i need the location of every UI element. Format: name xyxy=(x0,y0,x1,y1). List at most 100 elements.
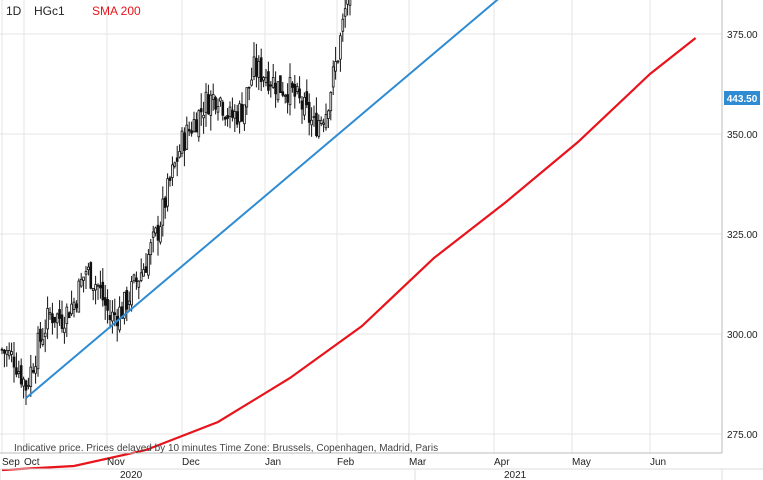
candle-body xyxy=(334,61,337,72)
candle xyxy=(312,105,316,127)
candle-body xyxy=(163,197,167,208)
candle-body xyxy=(147,254,150,276)
x-tick-label: Apr xyxy=(494,457,510,468)
candle xyxy=(247,86,251,101)
candle xyxy=(127,291,131,311)
candle xyxy=(235,104,239,128)
candle-body xyxy=(283,94,287,97)
candle-body xyxy=(185,124,189,150)
x-tick-label: Dec xyxy=(182,457,200,468)
x-tick-label: Feb xyxy=(337,457,355,468)
candle xyxy=(226,108,229,127)
indicator-label[interactable]: SMA 200 xyxy=(92,4,141,18)
candle-body xyxy=(72,301,76,310)
candle-body xyxy=(171,164,174,178)
candle-body xyxy=(67,312,71,319)
candle-body xyxy=(255,57,258,77)
candle-body xyxy=(291,82,294,88)
candle-body xyxy=(288,77,292,106)
candle-body xyxy=(96,284,100,287)
candle xyxy=(262,76,265,88)
candle-body xyxy=(159,226,162,243)
candle xyxy=(99,270,102,299)
support-trendline xyxy=(25,0,499,399)
candle-body xyxy=(173,162,177,167)
candle xyxy=(144,253,148,273)
candle xyxy=(67,311,71,319)
candle-body xyxy=(3,349,6,354)
candle xyxy=(175,145,179,177)
candle xyxy=(0,347,4,355)
candle-body xyxy=(286,94,289,103)
candle-body xyxy=(298,88,301,99)
candle-body xyxy=(235,111,239,125)
candle xyxy=(24,379,28,405)
candle-body xyxy=(343,8,347,17)
candle xyxy=(211,83,215,111)
candle-body xyxy=(319,119,323,124)
candle-body xyxy=(151,231,155,238)
candle xyxy=(27,377,30,390)
candle-body xyxy=(31,370,35,373)
candle-body xyxy=(245,87,249,108)
price-badge: 443.50 xyxy=(727,94,758,105)
candle xyxy=(132,273,136,284)
candle xyxy=(322,118,325,133)
candle xyxy=(339,32,342,72)
candle-body xyxy=(310,119,313,126)
candle-body xyxy=(293,83,297,97)
year-label: 2021 xyxy=(504,470,527,480)
candle xyxy=(72,297,76,318)
candle xyxy=(223,115,227,126)
candle xyxy=(70,290,73,317)
candle xyxy=(319,116,323,127)
y-tick-label: 300.00 xyxy=(727,330,758,341)
candle xyxy=(77,278,81,313)
candle xyxy=(303,92,306,121)
candle-body xyxy=(269,84,273,87)
candle xyxy=(317,114,321,139)
symbol-label[interactable]: HGc1 xyxy=(34,4,65,18)
candle xyxy=(195,112,198,133)
candle xyxy=(288,63,292,116)
x-tick-label: Nov xyxy=(107,457,125,468)
candle xyxy=(125,286,129,322)
candle xyxy=(214,95,217,115)
candle-body xyxy=(51,313,54,324)
interval-label[interactable]: 1D xyxy=(6,4,22,18)
candle xyxy=(307,93,311,136)
candle-body xyxy=(315,112,318,136)
candle-body xyxy=(279,75,282,93)
candle xyxy=(10,342,13,363)
candle xyxy=(228,101,232,129)
candle xyxy=(154,226,157,237)
candle xyxy=(168,175,172,187)
candle xyxy=(187,121,191,136)
candle xyxy=(55,312,59,339)
candle xyxy=(324,103,328,131)
candle xyxy=(264,69,268,87)
candle xyxy=(135,271,138,290)
candle-body xyxy=(149,242,153,256)
price-badge-bg xyxy=(724,91,760,105)
candle xyxy=(329,91,333,121)
candle-body xyxy=(24,380,28,391)
candle-body xyxy=(300,100,304,110)
candle-body xyxy=(307,101,311,123)
candle xyxy=(281,81,285,98)
candle-body xyxy=(264,76,268,83)
candle-body xyxy=(329,92,333,112)
candle xyxy=(190,121,193,137)
candle-body xyxy=(34,366,37,374)
year-label: 2020 xyxy=(120,470,143,480)
sma200-line xyxy=(1,37,697,472)
candle xyxy=(151,225,155,253)
candle-body xyxy=(219,97,222,102)
candle-body xyxy=(247,86,251,89)
candle-body xyxy=(271,77,275,88)
candle xyxy=(19,358,23,388)
candle-body xyxy=(341,18,345,32)
candle-body xyxy=(108,315,112,321)
candle-body xyxy=(77,280,81,313)
candle-body xyxy=(46,308,49,330)
